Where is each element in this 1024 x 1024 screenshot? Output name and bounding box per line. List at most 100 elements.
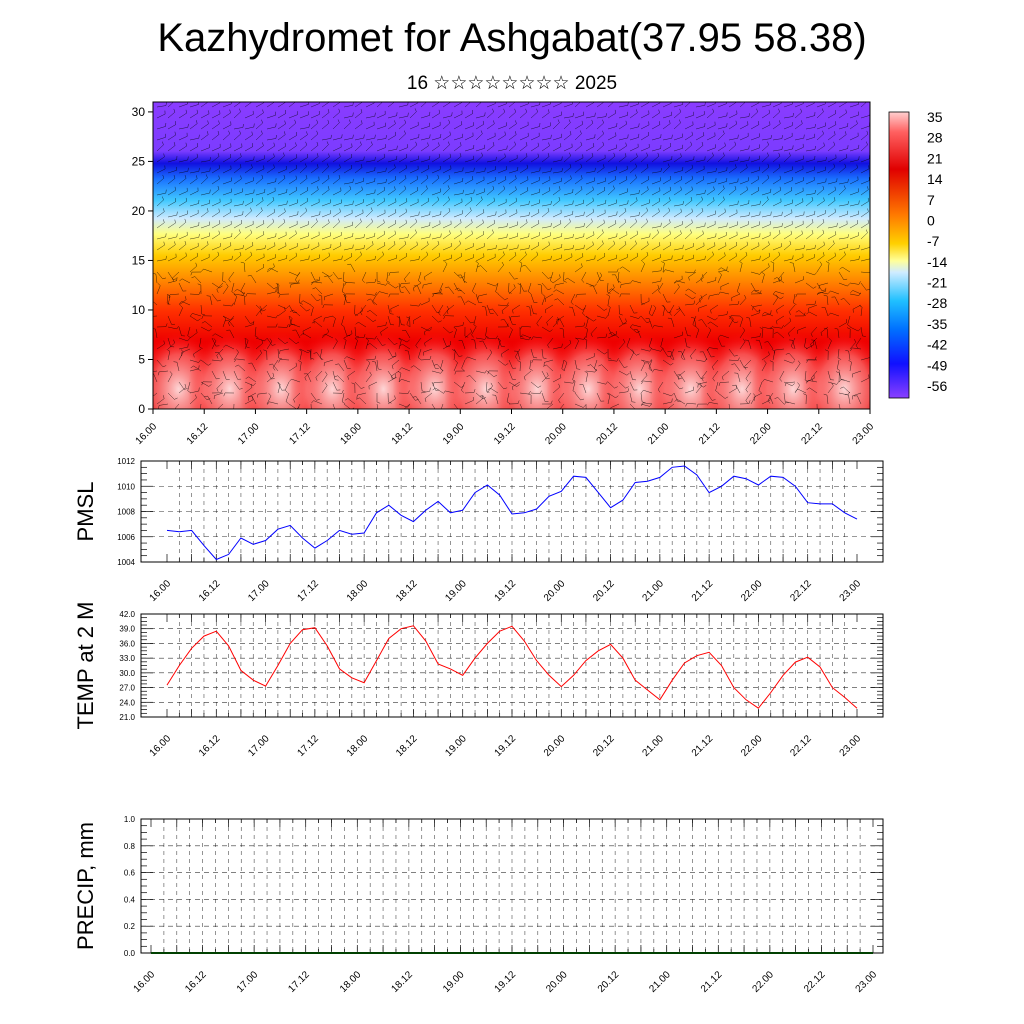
wind-barb xyxy=(398,252,407,262)
wind-barb xyxy=(189,315,201,322)
wind-barb xyxy=(310,176,320,185)
wind-barb xyxy=(629,230,638,240)
wind-barb xyxy=(583,338,588,350)
wind-barb xyxy=(475,293,483,304)
wind-barb xyxy=(651,348,664,352)
wind-barb xyxy=(805,282,817,289)
wind-barb xyxy=(332,153,341,163)
wind-barb xyxy=(783,220,793,229)
wind-barb xyxy=(453,360,458,372)
wind-barb xyxy=(420,165,430,174)
wind-barb xyxy=(530,251,539,262)
wind-barb xyxy=(776,304,785,314)
wind-barb xyxy=(761,196,769,207)
wind-barb xyxy=(519,176,529,185)
wind-barb xyxy=(354,338,358,350)
wind-barb xyxy=(852,304,862,313)
wind-barb xyxy=(673,186,682,196)
wind-barb xyxy=(852,392,862,400)
wind-barb xyxy=(200,326,212,332)
wind-barb xyxy=(457,274,466,284)
wind-barb xyxy=(465,356,477,361)
heatmap-x-tick-label: 21.12 xyxy=(697,421,723,447)
wind-barb xyxy=(388,271,400,276)
wind-barb xyxy=(508,282,512,294)
wind-barb xyxy=(310,293,321,302)
wind-barb xyxy=(652,325,664,329)
wind-barb xyxy=(179,278,191,284)
wind-barb xyxy=(255,253,265,262)
wind-barb xyxy=(563,210,574,218)
wind-barb xyxy=(662,359,674,366)
wind-barb xyxy=(552,186,561,196)
wind-barb xyxy=(420,122,431,130)
wind-barb xyxy=(585,102,595,108)
wind-barb xyxy=(233,108,241,119)
wind-barb xyxy=(651,222,662,229)
wind-barb xyxy=(827,154,837,163)
wind-barb xyxy=(442,305,450,317)
wind-barb xyxy=(288,154,298,163)
wind-barb xyxy=(746,317,752,328)
wind-barb xyxy=(415,337,422,349)
wind-barb xyxy=(618,338,626,350)
wind-barb xyxy=(706,210,716,218)
wind-barb xyxy=(739,186,748,196)
heatmap-x-tick-label: 20.12 xyxy=(595,421,621,447)
y-tick-label: 27.0 xyxy=(119,684,135,693)
wind-barb xyxy=(178,240,187,251)
colorbar-bar xyxy=(888,111,910,399)
wind-barb xyxy=(178,142,187,152)
y-tick-label: 0.0 xyxy=(124,949,136,958)
wind-barb xyxy=(299,221,309,229)
colorbar-label: -7 xyxy=(927,233,940,249)
wind-barb xyxy=(552,374,562,383)
wind-barb xyxy=(156,283,161,295)
wind-barb xyxy=(849,281,861,285)
wind-barb xyxy=(816,178,827,185)
wind-barb xyxy=(276,282,281,294)
wind-barb xyxy=(667,403,675,409)
wind-barb xyxy=(387,102,395,108)
wind-barb xyxy=(244,315,254,324)
wind-barb xyxy=(477,293,488,300)
wind-barb xyxy=(156,233,167,240)
wind-barb xyxy=(640,199,650,207)
wind-barb xyxy=(508,154,518,163)
wind-barb xyxy=(783,102,793,108)
wind-barb xyxy=(387,155,398,163)
wind-barb xyxy=(699,293,708,303)
wind-barb xyxy=(530,293,538,303)
wind-barb xyxy=(235,364,246,372)
wind-barb xyxy=(278,293,290,298)
wind-barb xyxy=(695,189,706,196)
wind-barb xyxy=(310,231,320,240)
wind-barb xyxy=(684,254,695,262)
wind-barb xyxy=(298,360,302,372)
wind-barb xyxy=(255,130,263,141)
wind-barb xyxy=(365,335,377,340)
colorbar-label: 0 xyxy=(927,212,935,228)
wind-barb xyxy=(750,290,762,295)
wind-barb xyxy=(397,371,402,383)
wind-barb xyxy=(409,141,418,152)
wind-barb xyxy=(761,220,771,229)
wind-barb xyxy=(684,102,691,108)
wind-barb xyxy=(313,352,323,361)
wind-barb xyxy=(365,121,375,130)
y-tick-label: 0.2 xyxy=(124,922,136,931)
wind-barb xyxy=(376,393,381,404)
wind-barb xyxy=(233,175,242,185)
wind-barb xyxy=(343,359,351,369)
wind-barb xyxy=(454,287,466,295)
wind-barb xyxy=(761,263,770,273)
wind-barb xyxy=(354,156,365,163)
wind-barb xyxy=(179,301,191,306)
wind-barb xyxy=(552,168,563,174)
wind-barb xyxy=(541,102,551,108)
wind-barb xyxy=(497,261,505,273)
wind-barb xyxy=(731,363,741,372)
wind-barb xyxy=(596,113,607,119)
wind-barb xyxy=(552,119,560,130)
